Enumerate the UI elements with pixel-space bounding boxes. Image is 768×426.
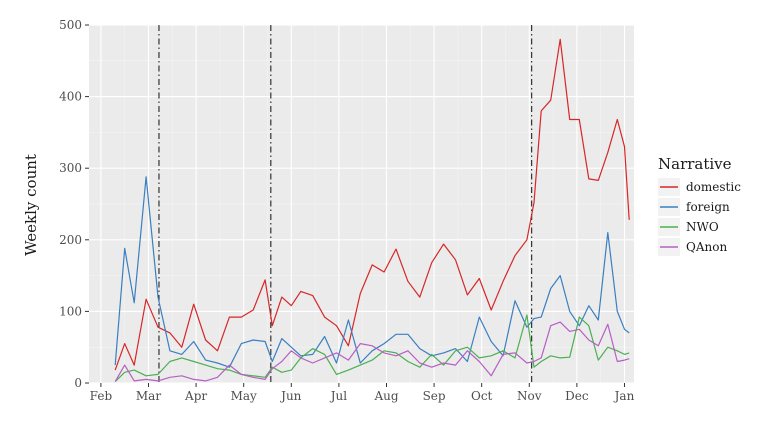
x-tick-label: Feb bbox=[90, 389, 113, 403]
legend: Narrative domestic foreign NWO QAnon bbox=[658, 155, 741, 256]
legend-title: Narrative bbox=[658, 155, 732, 173]
x-tick-label: Oct bbox=[471, 389, 493, 403]
y-tick-label: 400 bbox=[59, 90, 82, 104]
series-line-NWO bbox=[114, 314, 630, 383]
x-tick-label: May bbox=[231, 389, 257, 403]
x-tick-label: Aug bbox=[373, 389, 398, 403]
x-tick-label: Sep bbox=[423, 389, 446, 403]
x-tick-label: Nov bbox=[517, 389, 542, 403]
legend-label-QAnon: QAnon bbox=[686, 240, 727, 254]
x-tick-label: Jun bbox=[279, 389, 302, 403]
series-line-QAnon bbox=[114, 321, 630, 382]
legend-label-NWO: NWO bbox=[686, 220, 719, 234]
series-line-foreign bbox=[114, 176, 630, 368]
y-axis-title: Weekly count bbox=[22, 154, 40, 256]
y-tick-label: 100 bbox=[59, 304, 82, 318]
y-axis: 0 100 200 300 400 500 bbox=[59, 18, 89, 390]
grid-minor bbox=[89, 25, 634, 383]
legend-label-foreign: foreign bbox=[686, 200, 730, 214]
x-tick-label: Apr bbox=[184, 389, 207, 403]
series-lines bbox=[114, 38, 630, 383]
y-tick-label: 500 bbox=[59, 18, 82, 32]
x-tick-label: Dec bbox=[565, 389, 589, 403]
x-tick-label: Mar bbox=[136, 389, 161, 403]
series-line-domestic bbox=[114, 38, 630, 371]
y-tick-label: 0 bbox=[74, 376, 82, 390]
grid-major bbox=[89, 24, 634, 384]
y-tick-label: 200 bbox=[59, 233, 82, 247]
y-tick-label: 300 bbox=[59, 161, 82, 175]
x-tick-label: Jan bbox=[613, 389, 635, 403]
x-tick-label: Jul bbox=[329, 389, 348, 403]
vertical-reference-lines bbox=[158, 25, 533, 383]
x-axis: Feb Mar Apr May Jun Jul Aug Sep Oct Nov Dec Jan bbox=[90, 383, 635, 403]
legend-label-domestic: domestic bbox=[686, 180, 741, 194]
